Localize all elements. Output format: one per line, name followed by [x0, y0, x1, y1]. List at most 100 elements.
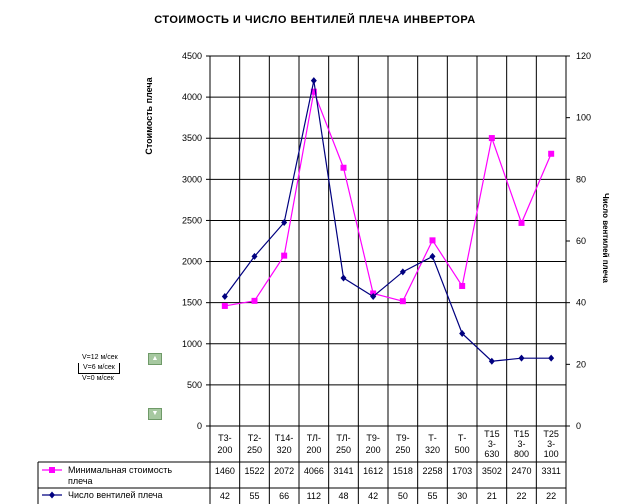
category-label: ТЛ- [307, 433, 321, 443]
speed-option-0[interactable]: V=0 м/сек [82, 375, 114, 382]
series-point [429, 252, 436, 260]
data-label: 42 [368, 491, 378, 501]
category-label: 320 [425, 445, 440, 455]
data-label: 55 [249, 491, 259, 501]
data-label: 48 [338, 491, 348, 501]
data-label: 42 [220, 491, 230, 501]
series-point [459, 330, 466, 337]
series-point [281, 252, 288, 259]
y2-tick-label: 60 [576, 236, 586, 246]
y-tick-label: 4000 [182, 92, 202, 102]
series-point [251, 297, 258, 304]
data-label: 22 [546, 491, 556, 501]
legend-key-marker [49, 467, 55, 473]
data-label: 30 [457, 491, 467, 501]
data-label: 3502 [482, 466, 502, 476]
series-point [340, 164, 347, 171]
category-label: ТЛ- [336, 433, 350, 443]
legend-key-marker [49, 491, 55, 499]
series-line-0 [224, 89, 552, 307]
category-label: 500 [455, 445, 470, 455]
series-point [548, 150, 555, 157]
series-line-1 [224, 80, 552, 362]
data-label: 1703 [452, 466, 472, 476]
series-point [518, 354, 525, 362]
y-tick-label: 3500 [182, 133, 202, 143]
category-label: 250 [336, 445, 351, 455]
series-point [221, 302, 228, 309]
category-label: Т15 [484, 429, 500, 439]
category-label: 200 [217, 445, 232, 455]
speed-option-6[interactable]: V=6 м/сек [78, 363, 120, 374]
y2-tick-label: 100 [576, 113, 591, 123]
category-label: Т- [458, 433, 467, 443]
legend-label: Минимальная стоимость [68, 465, 172, 475]
y2-tick-label: 120 [576, 51, 591, 61]
category-label: 250 [247, 445, 262, 455]
data-label: 3311 [541, 466, 560, 476]
category-label: 800 [514, 449, 529, 459]
category-label: 630 [484, 449, 499, 459]
data-label: 2072 [274, 466, 294, 476]
data-label: 2470 [511, 466, 531, 476]
series-point [310, 88, 317, 95]
legend-label: Число вентилей плеча [68, 490, 163, 500]
collapse-icon[interactable]: ▼ [148, 408, 162, 420]
category-label: 3- [517, 439, 525, 449]
series-point [221, 293, 228, 300]
category-label: Т9- [396, 433, 410, 443]
y-tick-label: 500 [187, 380, 202, 390]
y2-tick-label: 40 [576, 298, 586, 308]
y2-tick-label: 0 [576, 421, 581, 431]
y-tick-label: 1000 [182, 339, 202, 349]
data-label: 1460 [215, 466, 235, 476]
data-label: 2258 [422, 466, 442, 476]
series-point [251, 252, 258, 260]
y2-axis-label: Число вентилей плеча [601, 193, 610, 283]
data-label: 4066 [304, 466, 324, 476]
category-label: 200 [306, 445, 321, 455]
legend-label: плеча [68, 476, 93, 486]
category-label: Т9- [366, 433, 380, 443]
chart-title: СТОИМОСТЬ И ЧИСЛО ВЕНТИЛЕЙ ПЛЕЧА ИНВЕРТО… [154, 14, 476, 26]
category-label: 200 [366, 445, 381, 455]
data-label: 50 [398, 491, 408, 501]
series-point [459, 282, 466, 289]
series-point [310, 77, 317, 85]
category-label: 3- [547, 439, 555, 449]
series-point [281, 219, 288, 226]
series-point [399, 268, 406, 276]
data-label: 112 [307, 491, 321, 501]
category-label: Т- [428, 433, 437, 443]
series-point [429, 237, 436, 244]
category-label: 250 [395, 445, 410, 455]
data-label: 1522 [244, 466, 264, 476]
category-label: 100 [544, 449, 559, 459]
y2-tick-label: 20 [576, 359, 586, 369]
data-label: 22 [516, 491, 526, 501]
y2-tick-label: 80 [576, 174, 586, 184]
series-point [518, 219, 525, 226]
series-point [340, 274, 347, 282]
speed-option-12[interactable]: V=12 м/сек [82, 354, 118, 361]
data-label: 66 [279, 491, 289, 501]
y-tick-label: 2500 [182, 215, 202, 225]
y-tick-label: 3000 [182, 174, 202, 184]
series-point [548, 354, 555, 362]
series-point [488, 357, 495, 365]
series-point [399, 298, 406, 305]
data-label: 1518 [393, 466, 413, 476]
series-point [370, 293, 377, 300]
data-label: 3141 [333, 466, 353, 476]
expand-icon[interactable]: ▲ [148, 353, 162, 365]
category-label: Т2- [248, 433, 262, 443]
y-tick-label: 1500 [182, 298, 202, 308]
series-point [488, 135, 495, 142]
y-axis-label: Стоимость плеча [144, 76, 154, 154]
y-tick-label: 2000 [182, 257, 202, 267]
speed-dropdown[interactable]: V=12 м/сек V=6 м/сек V=0 м/сек [78, 353, 152, 384]
data-label: 21 [487, 491, 497, 501]
category-label: Т3- [218, 433, 232, 443]
category-label: Т15 [514, 429, 530, 439]
